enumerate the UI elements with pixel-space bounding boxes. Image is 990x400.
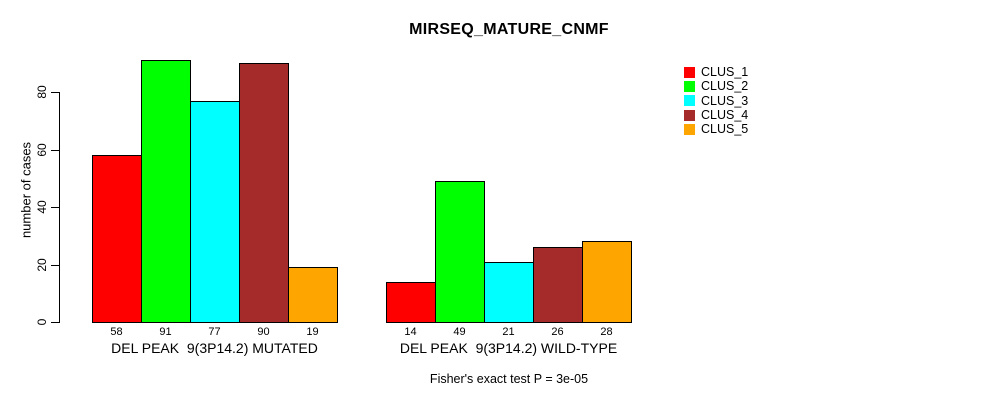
group-label: DEL PEAK 9(3P14.2) MUTATED: [111, 340, 318, 356]
y-tick-label: 80: [35, 85, 49, 99]
bar-value-label: 21: [502, 326, 515, 338]
legend-swatch-icon: [684, 109, 695, 121]
chart-title: MIRSEQ_MATURE_CNMF: [409, 21, 609, 38]
y-axis-tick: [51, 150, 59, 151]
bar-clus_5-group2: [582, 241, 632, 323]
bar-value-label: 91: [159, 326, 172, 338]
fisher-test-caption: Fisher's exact test P = 3e-05: [429, 372, 589, 386]
bar-value-label: 77: [208, 326, 221, 338]
bar-value-label: 90: [257, 326, 270, 338]
bar-value-label: 26: [551, 326, 564, 338]
legend-swatch-icon: [684, 95, 695, 107]
y-axis-line: [59, 92, 60, 323]
legend-item-clus_3: CLUS_3: [684, 94, 748, 108]
legend-item-clus_2: CLUS_2: [684, 79, 748, 93]
legend-label: CLUS_1: [701, 65, 749, 80]
y-axis-tick: [51, 92, 59, 93]
bar-clus_2-group1: [141, 60, 191, 323]
y-tick-label: 20: [35, 258, 49, 272]
legend-label: CLUS_5: [701, 122, 749, 137]
y-axis-tick: [51, 207, 59, 208]
bar-value-label: 28: [600, 326, 613, 338]
bar-value-label: 14: [404, 326, 417, 338]
legend-swatch-icon: [684, 123, 695, 135]
bar-value-label: 19: [306, 326, 319, 338]
legend-item-clus_5: CLUS_5: [684, 122, 748, 136]
legend-item-clus_1: CLUS_1: [684, 65, 748, 79]
legend-label: CLUS_4: [701, 108, 749, 123]
legend: CLUS_1 CLUS_2 CLUS_3 CLUS_4 CLUS_5: [684, 65, 748, 136]
y-tick-label: 40: [35, 200, 49, 214]
bar-clus_5-group1: [288, 267, 338, 323]
legend-swatch-icon: [684, 66, 695, 78]
legend-item-clus_4: CLUS_4: [684, 108, 748, 122]
group-label: DEL PEAK 9(3P14.2) WILD-TYPE: [399, 340, 618, 356]
bar-clus_2-group2: [435, 181, 485, 323]
legend-label: CLUS_3: [701, 93, 749, 108]
bar-value-label: 58: [110, 326, 123, 338]
bar-clus_4-group2: [533, 247, 583, 323]
legend-swatch-icon: [684, 80, 695, 92]
bar-clus_1-group1: [92, 155, 142, 323]
bar-clus_3-group2: [484, 262, 534, 323]
y-axis-tick: [51, 265, 59, 266]
bar-value-label: 49: [453, 326, 466, 338]
bar-clus_4-group1: [239, 63, 289, 323]
y-tick-label: 60: [35, 143, 49, 157]
bar-clus_3-group1: [190, 101, 240, 323]
bar-clus_1-group2: [386, 282, 436, 323]
y-tick-label: 0: [35, 318, 49, 326]
legend-label: CLUS_2: [701, 79, 749, 94]
y-axis-tick: [51, 322, 59, 323]
